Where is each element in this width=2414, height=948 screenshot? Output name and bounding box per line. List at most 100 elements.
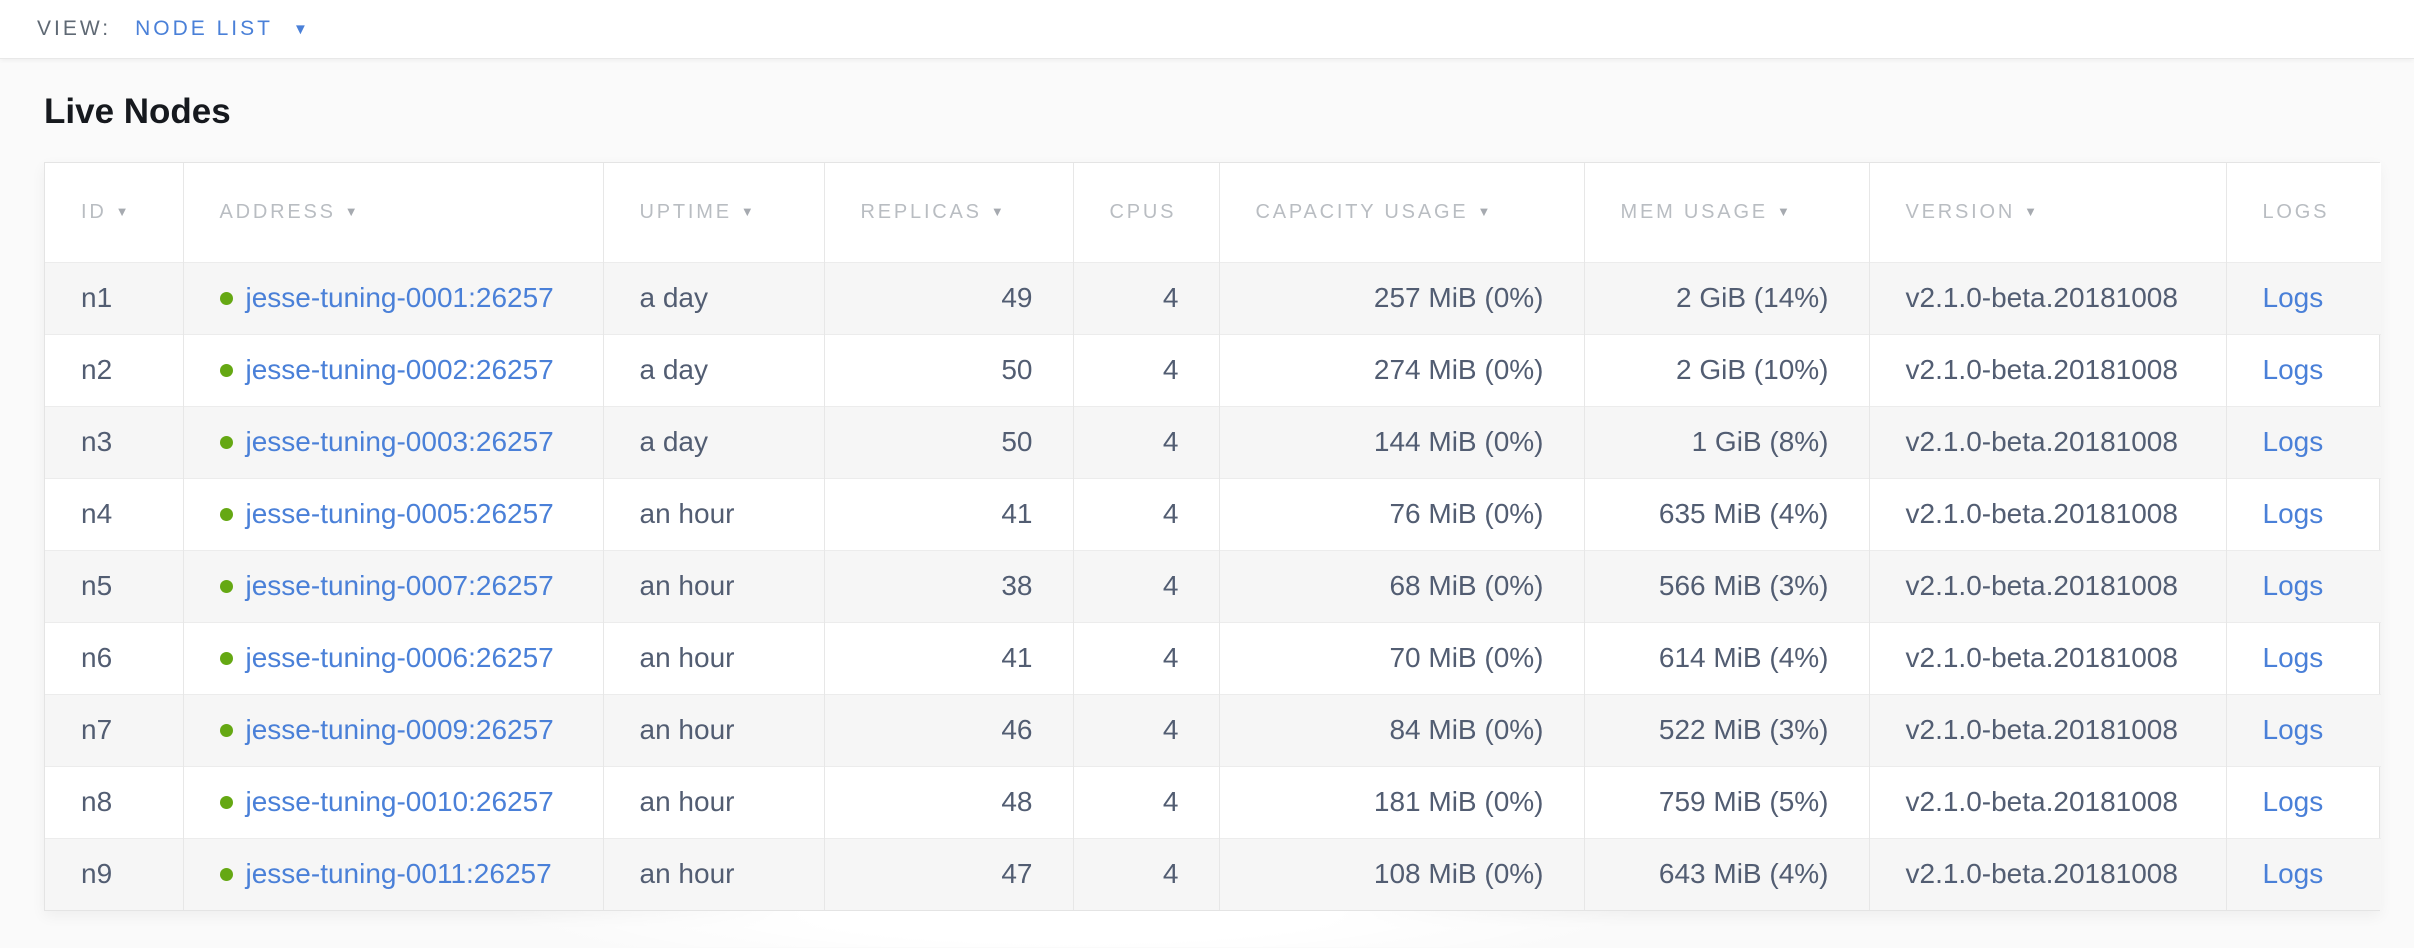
node-health-dot-icon [219, 868, 233, 882]
cell-version: v2.1.0-beta.20181008 [1868, 405, 2226, 478]
chevron-down-icon: ▼ [292, 20, 308, 38]
node-logs-link[interactable]: Logs [2262, 498, 2324, 529]
sort-desc-icon: ▼ [990, 203, 1004, 219]
cell-uptime: an hour [602, 693, 824, 766]
cell-mem_usage: 759 MiB (5%) [1583, 765, 1869, 838]
node-row: n2 jesse-tuning-0002:26257 a day 50 4 274 MiB… [45, 333, 2381, 406]
cell-id: n6 [45, 621, 183, 694]
cell-replicas: 49 [823, 261, 1073, 334]
column-label: LOGS [2262, 200, 2330, 223]
cell-version: v2.1.0-beta.20181008 [1868, 477, 2226, 550]
column-label: UPTIME [639, 200, 732, 223]
view-selected-value: NODE LIST [135, 17, 273, 40]
cell-replicas: 41 [823, 621, 1073, 694]
node-address-link[interactable]: jesse-tuning-0005:26257 [245, 498, 554, 529]
node-row: n6 jesse-tuning-0006:26257 an hour 41 4 70 Mi… [45, 621, 2381, 694]
cell-cpus: 4 [1072, 837, 1219, 910]
cell-cpus: 4 [1072, 333, 1219, 406]
cell-replicas: 50 [823, 405, 1073, 478]
cell-cpus: 4 [1072, 477, 1219, 550]
cell-uptime: an hour [602, 549, 824, 622]
cell-capacity_usage: 76 MiB (0%) [1218, 477, 1584, 550]
cell-cpus: 4 [1072, 261, 1219, 334]
cell-capacity_usage: 70 MiB (0%) [1218, 621, 1584, 694]
node-logs-link[interactable]: Logs [2262, 642, 2324, 673]
cell-logs: Logs [2225, 405, 2381, 478]
sort-desc-icon: ▼ [2024, 203, 2037, 219]
page-title: Live Nodes [44, 92, 231, 131]
cell-address: jesse-tuning-0010:26257 [182, 765, 603, 838]
node-address-link[interactable]: jesse-tuning-0011:26257 [245, 858, 552, 890]
cell-uptime: a day [602, 333, 824, 406]
column-header-capacity_usage[interactable]: CAPACITY USAGE ▼ [1218, 163, 1584, 262]
cell-uptime: a day [602, 261, 824, 334]
cell-id: n2 [45, 333, 183, 406]
node-address-link[interactable]: jesse-tuning-0009:26257 [245, 714, 554, 745]
node-logs-link[interactable]: Logs [2262, 714, 2324, 745]
cell-logs: Logs [2225, 333, 2381, 406]
cell-address: jesse-tuning-0007:26257 [182, 549, 603, 622]
column-header-uptime[interactable]: UPTIME ▼ [602, 163, 824, 262]
cell-address: jesse-tuning-0006:26257 [182, 621, 603, 694]
node-address-link[interactable]: jesse-tuning-0003:26257 [245, 426, 554, 457]
node-row: n4 jesse-tuning-0005:26257 an hour 41 4 76 Mi… [45, 477, 2381, 550]
node-address-link[interactable]: jesse-tuning-0001:26257 [245, 282, 554, 313]
cell-capacity_usage: 181 MiB (0%) [1218, 765, 1584, 838]
cell-id: n5 [45, 549, 183, 622]
cell-version: v2.1.0-beta.20181008 [1868, 765, 2226, 838]
node-row: n9 jesse-tuning-0011:26257 an hour 47 4 108 M… [45, 837, 2381, 910]
cell-address: jesse-tuning-0011:26257 [182, 837, 603, 910]
cell-uptime: an hour [602, 621, 824, 694]
sort-desc-icon: ▼ [1776, 203, 1790, 219]
column-header-id[interactable]: ID ▼ [45, 163, 183, 262]
cell-cpus: 4 [1072, 693, 1219, 766]
node-logs-link[interactable]: Logs [2262, 570, 2324, 601]
node-logs-link[interactable]: Logs [2262, 858, 2324, 890]
node-address-link[interactable]: jesse-tuning-0010:26257 [245, 786, 554, 817]
column-label: CPUS [1109, 200, 1177, 223]
cell-logs: Logs [2225, 837, 2381, 910]
cell-logs: Logs [2225, 477, 2381, 550]
cell-mem_usage: 566 MiB (3%) [1583, 549, 1869, 622]
node-row: n5 jesse-tuning-0007:26257 an hour 38 4 68 Mi… [45, 549, 2381, 622]
cell-address: jesse-tuning-0005:26257 [182, 477, 603, 550]
sort-desc-icon: ▼ [740, 203, 754, 219]
cell-capacity_usage: 84 MiB (0%) [1218, 693, 1584, 766]
cell-uptime: an hour [602, 837, 824, 910]
column-header-version[interactable]: VERSION ▼ [1868, 163, 2226, 262]
node-logs-link[interactable]: Logs [2262, 282, 2324, 313]
view-toolbar: VIEW: NODE LIST ▼ [0, 0, 2414, 59]
node-row: n8 jesse-tuning-0010:26257 an hour 48 4 181 M… [45, 765, 2381, 838]
column-header-replicas[interactable]: REPLICAS ▼ [823, 163, 1073, 262]
cell-id: n3 [45, 405, 183, 478]
cell-cpus: 4 [1072, 765, 1219, 838]
cell-replicas: 48 [823, 765, 1073, 838]
cell-mem_usage: 614 MiB (4%) [1583, 621, 1869, 694]
node-address-link[interactable]: jesse-tuning-0007:26257 [245, 570, 554, 601]
node-address-link[interactable]: jesse-tuning-0002:26257 [245, 354, 554, 385]
node-health-dot-icon [219, 364, 233, 377]
column-header-address[interactable]: ADDRESS ▼ [182, 163, 603, 262]
column-label: ADDRESS [219, 200, 336, 223]
cell-version: v2.1.0-beta.20181008 [1868, 837, 2226, 910]
view-selector-dropdown[interactable]: NODE LIST ▼ [135, 17, 308, 41]
cell-version: v2.1.0-beta.20181008 [1868, 333, 2226, 406]
cell-cpus: 4 [1072, 621, 1219, 694]
cell-mem_usage: 635 MiB (4%) [1583, 477, 1869, 550]
cell-id: n8 [45, 765, 183, 838]
node-logs-link[interactable]: Logs [2262, 354, 2324, 385]
cell-cpus: 4 [1072, 549, 1219, 622]
cell-address: jesse-tuning-0001:26257 [182, 261, 603, 334]
node-row: n3 jesse-tuning-0003:26257 a day 50 4 144 MiB… [45, 405, 2381, 478]
live-nodes-table: ID ▼ ADDRESS ▼ UPTIME ▼ REPLICAS ▼ CPUS CAPACITY … [45, 163, 2381, 910]
node-logs-link[interactable]: Logs [2262, 426, 2324, 457]
cell-address: jesse-tuning-0002:26257 [182, 333, 603, 406]
cell-logs: Logs [2225, 549, 2381, 622]
node-logs-link[interactable]: Logs [2262, 786, 2324, 817]
cell-logs: Logs [2225, 693, 2381, 766]
node-address-link[interactable]: jesse-tuning-0006:26257 [245, 642, 554, 673]
column-label: REPLICAS [860, 200, 982, 223]
cell-uptime: an hour [602, 765, 824, 838]
column-header-mem_usage[interactable]: MEM USAGE ▼ [1583, 163, 1869, 262]
cell-uptime: an hour [602, 477, 824, 550]
